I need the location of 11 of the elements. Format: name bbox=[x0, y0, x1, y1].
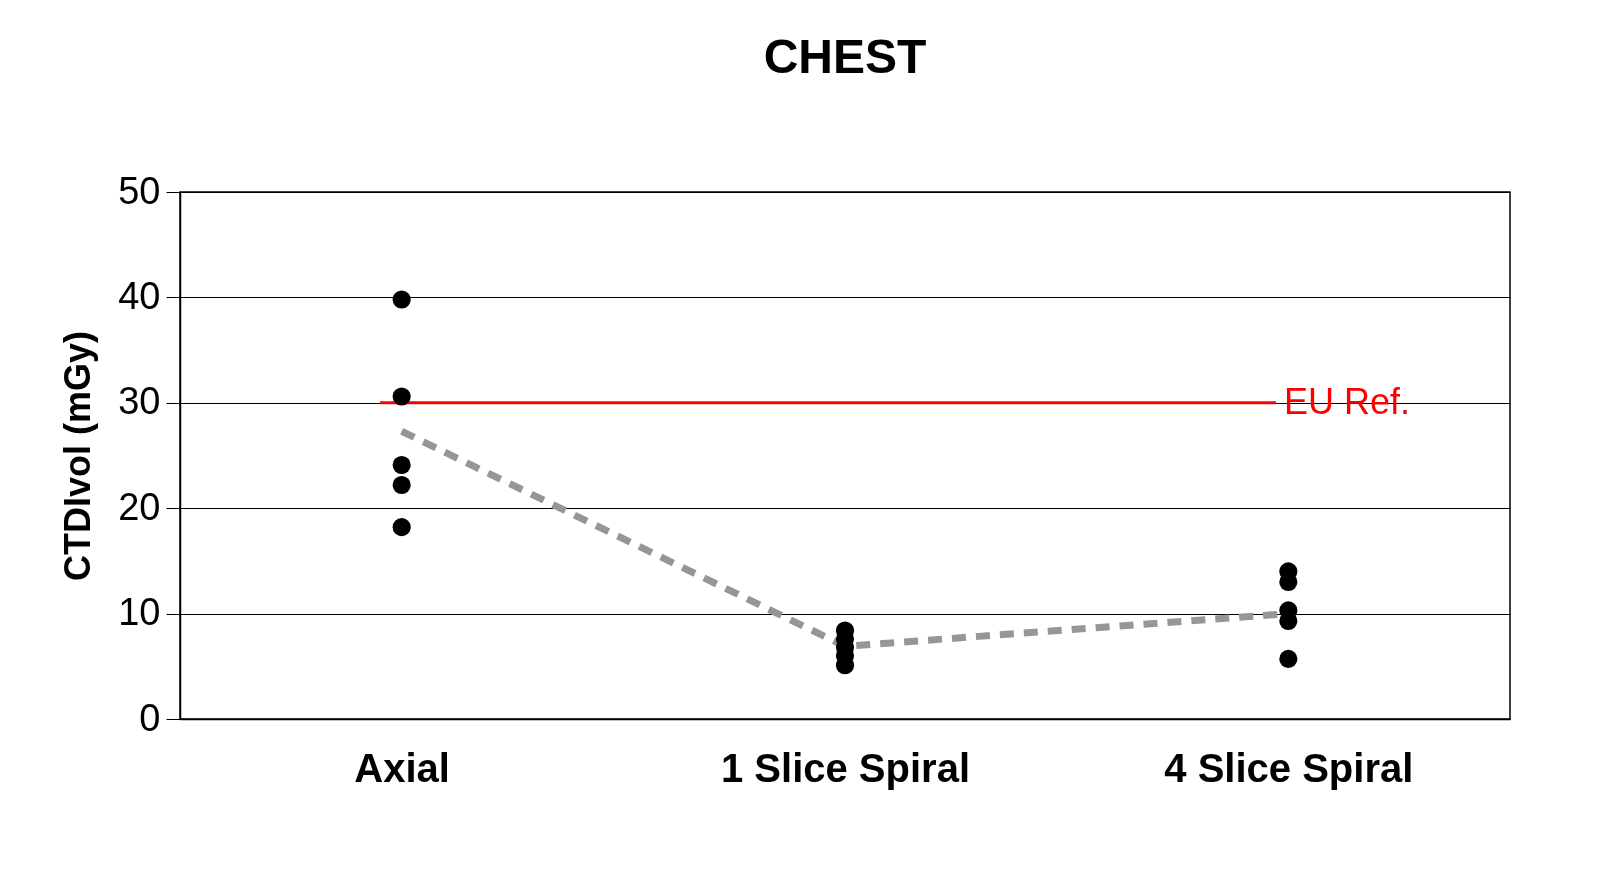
y-tick-label: 40 bbox=[118, 274, 161, 317]
y-axis-title: CTDIvol (mGy) bbox=[57, 330, 99, 582]
y-tick-label: 0 bbox=[139, 696, 161, 739]
y-tick-label: 50 bbox=[118, 169, 161, 212]
y-tick-label: 10 bbox=[118, 591, 161, 634]
x-tick-label: 4 Slice Spiral bbox=[1164, 745, 1414, 790]
chart-title: CHEST bbox=[763, 30, 927, 83]
x-tick-label: Axial bbox=[354, 745, 450, 790]
x-tick-label: 1 Slice Spiral bbox=[720, 745, 971, 790]
y-tick-label: 20 bbox=[118, 485, 161, 528]
y-tick-label: 30 bbox=[118, 380, 161, 423]
